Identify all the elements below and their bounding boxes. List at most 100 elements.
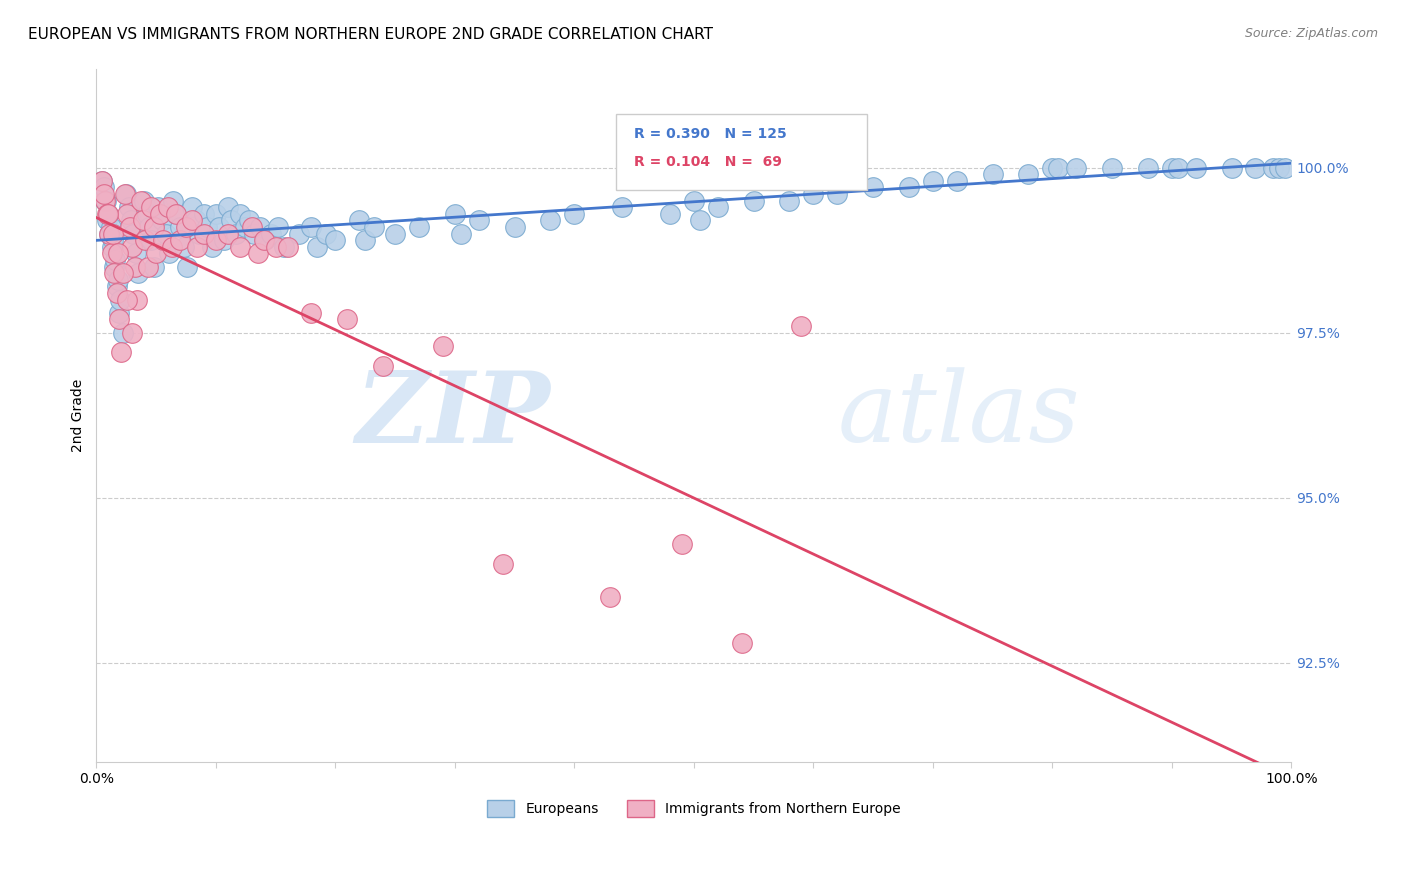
Point — [682, 194, 704, 208]
Point — [1017, 167, 1039, 181]
Y-axis label: 2nd Grade: 2nd Grade — [72, 378, 86, 451]
Point — [93, 186, 115, 201]
Point — [689, 213, 711, 227]
Point — [122, 227, 145, 241]
Point — [599, 590, 621, 604]
Point — [981, 167, 1004, 181]
Point — [101, 240, 124, 254]
Point — [217, 227, 239, 241]
Point — [538, 213, 561, 227]
Point — [118, 219, 141, 234]
Point — [121, 240, 143, 254]
Point — [132, 213, 155, 227]
Point — [233, 219, 256, 234]
Point — [432, 339, 454, 353]
Point — [125, 246, 148, 260]
Point — [229, 207, 252, 221]
Point — [93, 194, 115, 208]
Point — [142, 260, 165, 274]
Point — [706, 200, 728, 214]
Point — [790, 318, 813, 333]
Point — [1160, 161, 1182, 175]
Point — [111, 266, 134, 280]
Point — [181, 200, 204, 214]
Point — [117, 200, 139, 214]
Point — [260, 227, 283, 241]
Point — [117, 293, 139, 307]
Point — [110, 345, 132, 359]
Point — [217, 200, 239, 214]
Point — [97, 207, 120, 221]
Point — [825, 186, 848, 201]
Point — [221, 213, 243, 227]
Point — [117, 207, 139, 221]
Point — [105, 279, 128, 293]
Point — [103, 266, 125, 280]
Point — [136, 260, 159, 274]
Point — [103, 260, 125, 274]
Point — [120, 213, 142, 227]
Point — [162, 194, 184, 208]
Point — [1244, 161, 1267, 175]
Point — [98, 227, 121, 241]
Point — [1184, 161, 1206, 175]
Point — [197, 219, 219, 234]
Point — [315, 227, 337, 241]
Point — [141, 233, 163, 247]
Text: R = 0.104   N =  69: R = 0.104 N = 69 — [634, 155, 782, 169]
Point — [135, 207, 157, 221]
Point — [229, 240, 252, 254]
Point — [157, 200, 180, 214]
Point — [267, 219, 290, 234]
Point — [1040, 161, 1063, 175]
Point — [157, 246, 180, 260]
Point — [277, 240, 299, 254]
Point — [184, 213, 207, 227]
Point — [142, 219, 165, 234]
Point — [98, 227, 121, 241]
Point — [208, 219, 231, 234]
Point — [174, 219, 197, 234]
Point — [336, 312, 359, 326]
Point — [450, 227, 472, 241]
Point — [243, 227, 266, 241]
Point — [1047, 161, 1070, 175]
Point — [111, 326, 134, 340]
Point — [249, 219, 271, 234]
Point — [96, 207, 118, 221]
Point — [169, 219, 191, 234]
Point — [671, 537, 693, 551]
Point — [108, 312, 131, 326]
Point — [149, 207, 172, 221]
Point — [152, 233, 174, 247]
Point — [145, 246, 167, 260]
Point — [945, 174, 967, 188]
Point — [897, 180, 920, 194]
Point — [176, 260, 198, 274]
Point — [658, 207, 681, 221]
Point — [96, 213, 118, 227]
Point — [742, 194, 765, 208]
Point — [104, 252, 127, 267]
Text: Source: ZipAtlas.com: Source: ZipAtlas.com — [1244, 27, 1378, 40]
Point — [301, 306, 323, 320]
Point — [492, 557, 515, 571]
Point — [101, 246, 124, 260]
Point — [253, 233, 276, 247]
Text: ZIP: ZIP — [356, 367, 550, 463]
Point — [503, 219, 526, 234]
Point — [121, 326, 143, 340]
Point — [1268, 161, 1291, 175]
Point — [91, 174, 114, 188]
Point — [173, 240, 195, 254]
Point — [1274, 161, 1296, 175]
Point — [160, 240, 183, 254]
Point — [862, 180, 884, 194]
Point — [108, 306, 131, 320]
Point — [212, 233, 235, 247]
Point — [1167, 161, 1189, 175]
Point — [205, 207, 228, 221]
Point — [165, 207, 187, 221]
Point — [148, 200, 170, 214]
Point — [921, 174, 943, 188]
